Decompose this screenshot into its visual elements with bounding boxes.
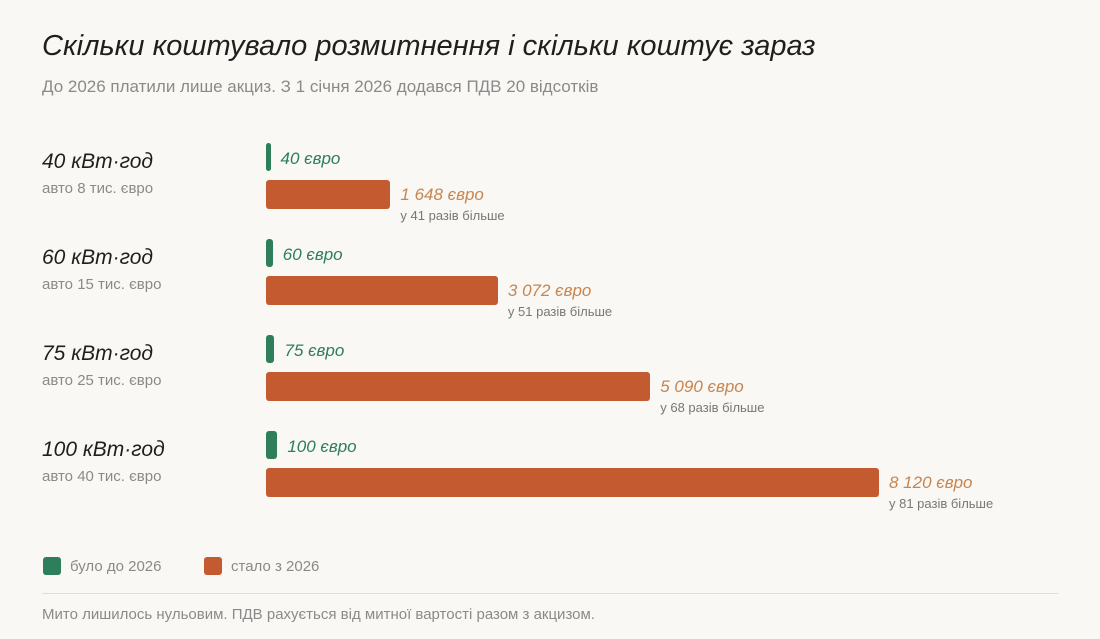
bar-old bbox=[266, 431, 278, 459]
ratio-annotation: у 51 разів більше bbox=[507, 304, 613, 319]
value-label-new: 1 648 євро bbox=[400, 185, 484, 204]
row-label: 75 кВт·год bbox=[42, 342, 154, 365]
row-sublabel: авто 15 тис. євро bbox=[42, 276, 162, 293]
row-label: 100 кВт·год bbox=[42, 438, 165, 461]
legend-swatch-new bbox=[204, 557, 222, 575]
bar-new bbox=[266, 372, 651, 401]
value-label-new: 5 090 євро bbox=[660, 377, 744, 396]
legend-swatch-old bbox=[43, 557, 61, 575]
value-label-old: 40 євро bbox=[280, 149, 341, 168]
bar-new bbox=[266, 276, 498, 305]
bar-old bbox=[266, 239, 273, 267]
bar-old bbox=[266, 335, 275, 363]
legend-label-old: було до 2026 bbox=[70, 558, 162, 575]
chart-title: Скільки коштувало розмитнення і скільки … bbox=[42, 30, 816, 62]
chart-subtitle: До 2026 платили лише акциз. З 1 січня 20… bbox=[42, 77, 599, 96]
legend-label-new: стало з 2026 bbox=[231, 558, 320, 575]
value-label-old: 100 євро bbox=[287, 437, 357, 456]
row-label: 40 кВт·год bbox=[42, 150, 154, 173]
value-label-old: 75 євро bbox=[284, 341, 345, 360]
footnote: Мито лишилось нульовим. ПДВ рахується ві… bbox=[42, 606, 595, 623]
row-label: 60 кВт·год bbox=[42, 246, 154, 269]
row-sublabel: авто 8 тис. євро bbox=[42, 180, 154, 197]
ratio-annotation: у 41 разів більше bbox=[400, 208, 505, 223]
value-label-new: 8 120 євро bbox=[889, 473, 973, 492]
bar-new bbox=[266, 468, 879, 497]
bar-old bbox=[266, 143, 271, 171]
value-label-new: 3 072 євро bbox=[507, 281, 592, 300]
bar-new bbox=[266, 180, 391, 209]
footer-divider bbox=[42, 593, 1058, 594]
value-label-old: 60 євро bbox=[282, 245, 343, 264]
row-sublabel: авто 25 тис. євро bbox=[42, 372, 162, 389]
ratio-annotation: у 68 разів більше bbox=[660, 400, 765, 415]
ratio-annotation: у 81 разів більше bbox=[889, 496, 994, 511]
row-sublabel: авто 40 тис. євро bbox=[42, 468, 162, 485]
